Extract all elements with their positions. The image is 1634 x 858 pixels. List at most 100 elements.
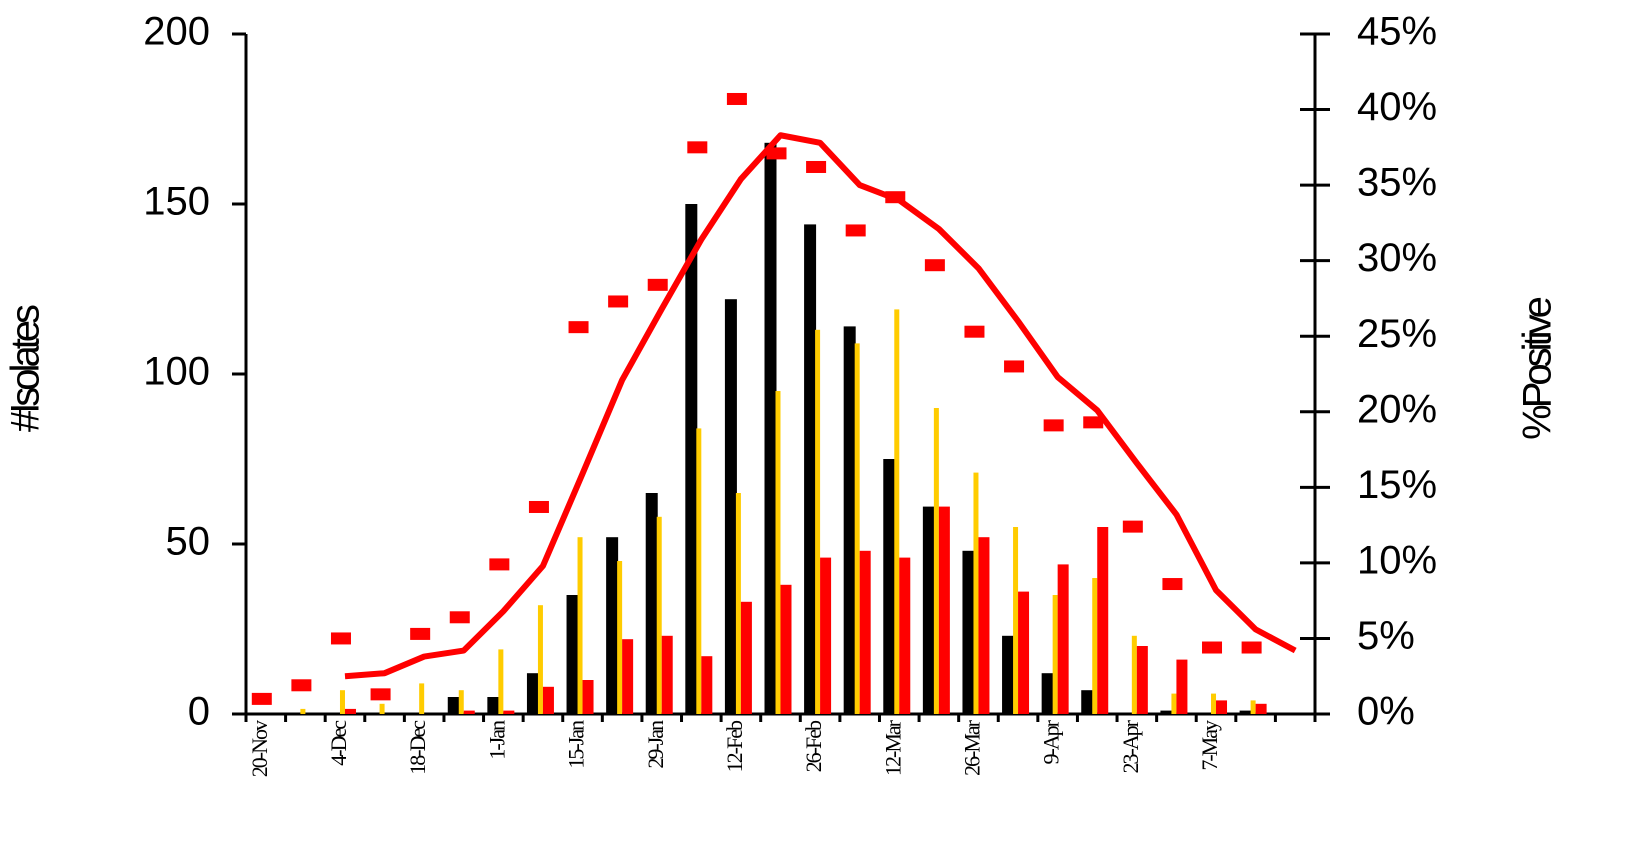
x-tick-label: 23-Apr — [1118, 719, 1143, 773]
x-tick-label: 26-Feb — [801, 720, 826, 772]
x-tick-label: 12-Feb — [722, 720, 747, 772]
dash-marker — [1004, 360, 1025, 373]
bar — [622, 639, 634, 714]
x-tick-label: 1-Jan — [484, 720, 509, 760]
dash-marker — [449, 611, 470, 624]
bar — [735, 493, 741, 714]
dash-marker — [726, 92, 747, 105]
bar — [577, 537, 583, 714]
bar — [933, 408, 939, 714]
bar — [617, 561, 623, 714]
dash-marker — [1122, 520, 1143, 533]
dash-marker — [568, 321, 589, 334]
x-tick-label: 26-Mar — [960, 719, 985, 776]
dash-marker — [291, 679, 312, 692]
y-tick-label: 100 — [143, 350, 210, 394]
dash-marker — [687, 141, 708, 154]
y-tick-label: 150 — [143, 180, 210, 224]
y2-tick-label: 5% — [1357, 614, 1415, 658]
bar — [463, 710, 475, 714]
bar — [458, 690, 464, 714]
x-tick-label: 9-Apr — [1039, 719, 1064, 764]
bar — [1255, 703, 1267, 714]
y2-tick-label: 30% — [1357, 236, 1437, 280]
dash-marker — [528, 500, 549, 513]
y-axis-title: #Isolates — [4, 305, 48, 432]
line — [344, 132, 1297, 680]
y2-tick-label: 45% — [1357, 10, 1437, 54]
bar — [498, 649, 504, 714]
bar — [820, 557, 832, 714]
bar — [780, 584, 792, 714]
bar — [606, 537, 619, 714]
y2-tick-label: 10% — [1357, 538, 1437, 582]
bar — [962, 550, 975, 714]
dash-marker — [251, 692, 272, 705]
bar — [775, 391, 781, 714]
dash-marker — [410, 627, 431, 640]
bar — [1002, 635, 1015, 714]
dash-marker — [806, 160, 827, 173]
bar — [582, 680, 594, 714]
bar — [740, 601, 752, 714]
y2-tick-label: 15% — [1357, 463, 1437, 507]
bar — [804, 224, 817, 714]
bar — [1250, 700, 1256, 714]
bar — [815, 329, 821, 714]
bar — [894, 309, 900, 714]
y2-tick-label: 25% — [1357, 312, 1437, 356]
bar — [1092, 578, 1098, 714]
dash-marker — [1162, 578, 1183, 591]
dash-marker — [647, 278, 668, 291]
bar — [526, 673, 539, 714]
dash-marker — [766, 147, 787, 160]
y-tick-label: 0 — [188, 690, 210, 734]
x-tick-label: 7-May — [1197, 720, 1222, 771]
dash-marker — [1083, 416, 1104, 429]
bar — [447, 697, 460, 714]
bar — [899, 557, 911, 714]
bar — [938, 506, 950, 714]
dash-marker — [1241, 641, 1262, 654]
bar — [339, 690, 345, 714]
bar — [1176, 659, 1188, 714]
dash-marker — [1202, 641, 1223, 654]
bar — [843, 326, 856, 714]
y-tick-label: 200 — [143, 10, 210, 54]
bar — [696, 428, 702, 714]
bar — [1041, 673, 1054, 714]
bar — [1013, 527, 1019, 714]
y2-tick-label: 35% — [1357, 161, 1437, 205]
bar — [1131, 635, 1137, 714]
bar — [1081, 690, 1094, 714]
dash-marker — [370, 688, 391, 701]
bar — [922, 506, 935, 714]
dash-marker — [608, 295, 629, 308]
bar — [1171, 693, 1177, 714]
bar — [656, 516, 662, 714]
bar — [724, 299, 737, 714]
x-tick-label: 4-Dec — [326, 720, 351, 766]
y2-axis-title: %Positive — [1516, 297, 1560, 439]
bar — [379, 703, 385, 714]
x-tick-label: 15-Jan — [564, 720, 589, 769]
x-tick-label: 12-Mar — [880, 719, 905, 776]
bar — [701, 656, 713, 714]
y2-tick-label: 20% — [1357, 387, 1437, 431]
x-tick-label: 20-Nov — [247, 720, 272, 777]
bar — [566, 595, 579, 714]
bar — [1018, 591, 1030, 714]
bar — [859, 550, 871, 714]
bar — [883, 459, 896, 714]
bar — [419, 683, 425, 714]
y2-tick-label: 40% — [1357, 85, 1437, 129]
bar — [1052, 595, 1058, 714]
bar — [1097, 527, 1109, 714]
bar — [978, 537, 990, 714]
bar — [503, 710, 515, 714]
bar — [645, 493, 658, 714]
bar — [1160, 710, 1173, 714]
bar — [344, 708, 356, 714]
dash-marker — [489, 558, 510, 571]
